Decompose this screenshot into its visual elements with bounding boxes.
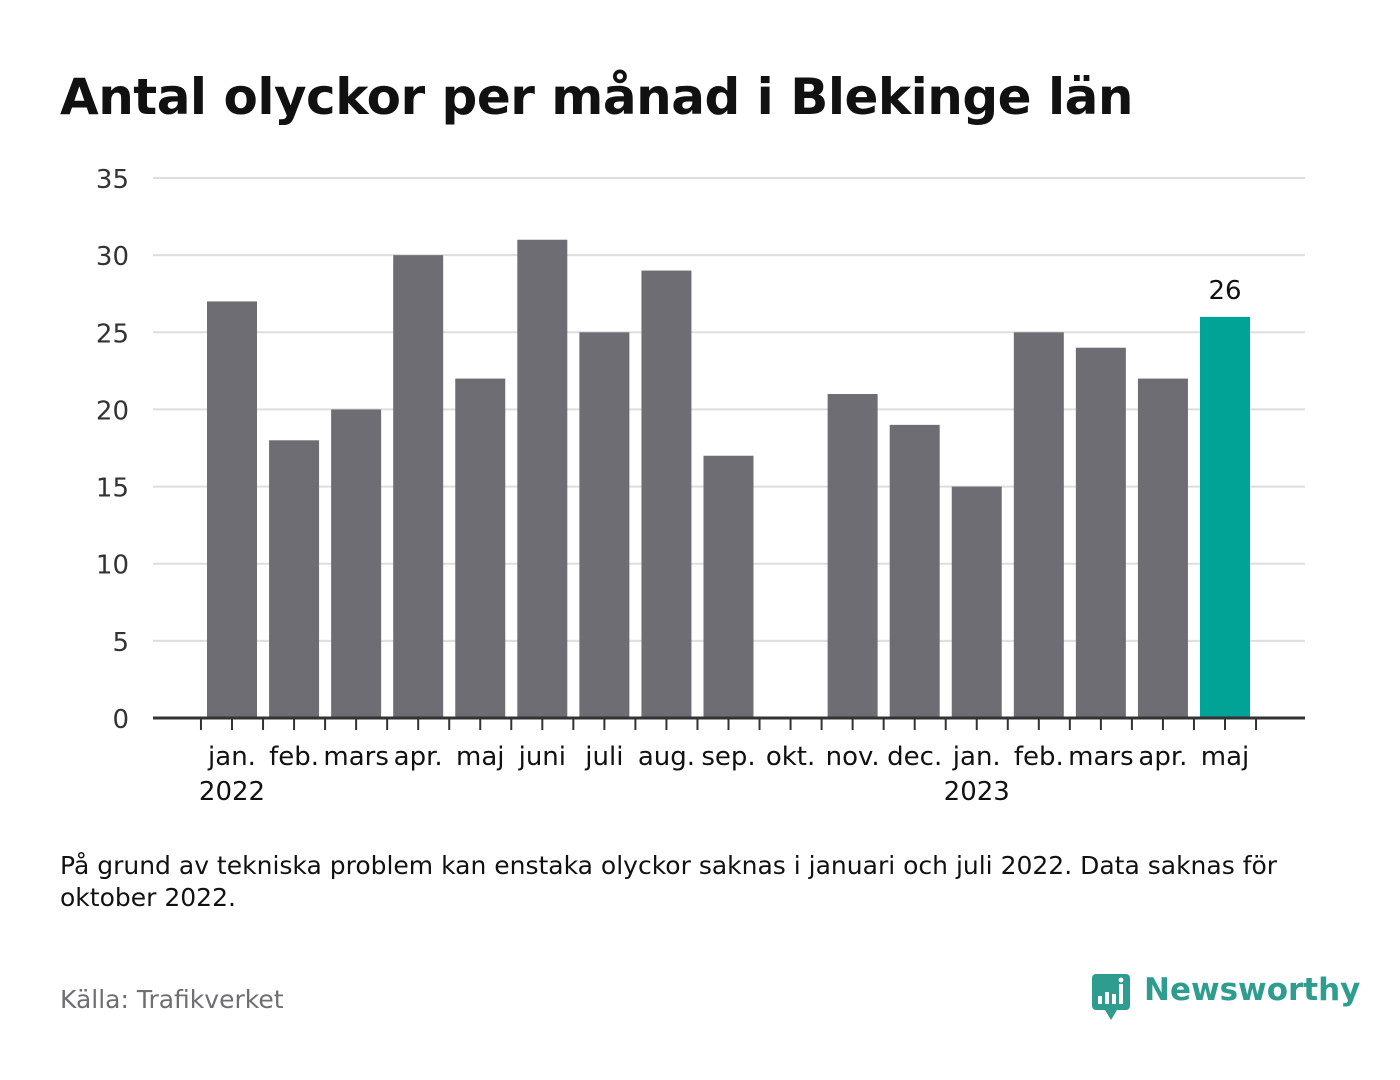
bar (703, 455, 754, 718)
y-tick-label: 0 (112, 705, 129, 735)
bar (207, 301, 257, 718)
y-tick-label: 20 (96, 396, 129, 426)
y-tick-label: 5 (112, 628, 129, 658)
x-tick-label: okt. (766, 742, 815, 772)
y-tick-label: 35 (96, 165, 129, 195)
bar (393, 255, 444, 718)
bar (579, 332, 630, 718)
bar (1013, 332, 1064, 718)
newsworthy-logo[interactable]: Newsworthy (1090, 970, 1360, 1026)
bar-chart-speech-bubble-icon (1090, 972, 1132, 1022)
x-tick-label: mars (323, 742, 389, 772)
x-tick-label: feb. (269, 742, 319, 772)
bar (1200, 316, 1250, 718)
source-label: Källa: Trafikverket (60, 985, 284, 1014)
chart-footnote: På grund av tekniska problem kan enstaka… (60, 851, 1278, 912)
x-tick-label: maj (456, 742, 504, 772)
x-tick-label: jan. (952, 742, 1001, 772)
x-tick-label: sep. (701, 742, 755, 772)
x-tick-label: apr. (394, 742, 443, 772)
y-tick-label: 30 (96, 242, 129, 272)
x-tick-label: apr. (1138, 742, 1187, 772)
y-tick-label: 15 (96, 474, 129, 504)
bar (889, 424, 940, 718)
bar (455, 378, 506, 718)
x-tick-label: feb. (1014, 742, 1064, 772)
bar (641, 270, 692, 718)
x-tick-label: juli (584, 742, 623, 772)
x-tick-label: nov. (826, 742, 880, 772)
bar (1137, 378, 1188, 718)
x-tick-label: dec. (887, 742, 942, 772)
bar (269, 440, 320, 718)
chart-title: Antal olyckor per månad i Blekinge län (60, 68, 1133, 126)
x-tick-label: juni (518, 742, 566, 772)
x-tick-label: jan. (207, 742, 256, 772)
bar (517, 239, 568, 718)
y-tick-label: 10 (96, 551, 129, 581)
bar (331, 409, 382, 718)
x-year-label: 2022 (199, 777, 265, 807)
x-tick-label: mars (1068, 742, 1134, 772)
x-tick-label: maj (1201, 742, 1249, 772)
data-label: 26 (1208, 276, 1241, 306)
bar (1075, 347, 1126, 718)
x-tick-label: aug. (638, 742, 695, 772)
bar (951, 486, 1002, 718)
bar (827, 394, 878, 718)
y-tick-label: 25 (96, 319, 129, 349)
brand-name: Newsworthy (1144, 972, 1361, 1008)
x-year-label: 2023 (944, 777, 1010, 807)
